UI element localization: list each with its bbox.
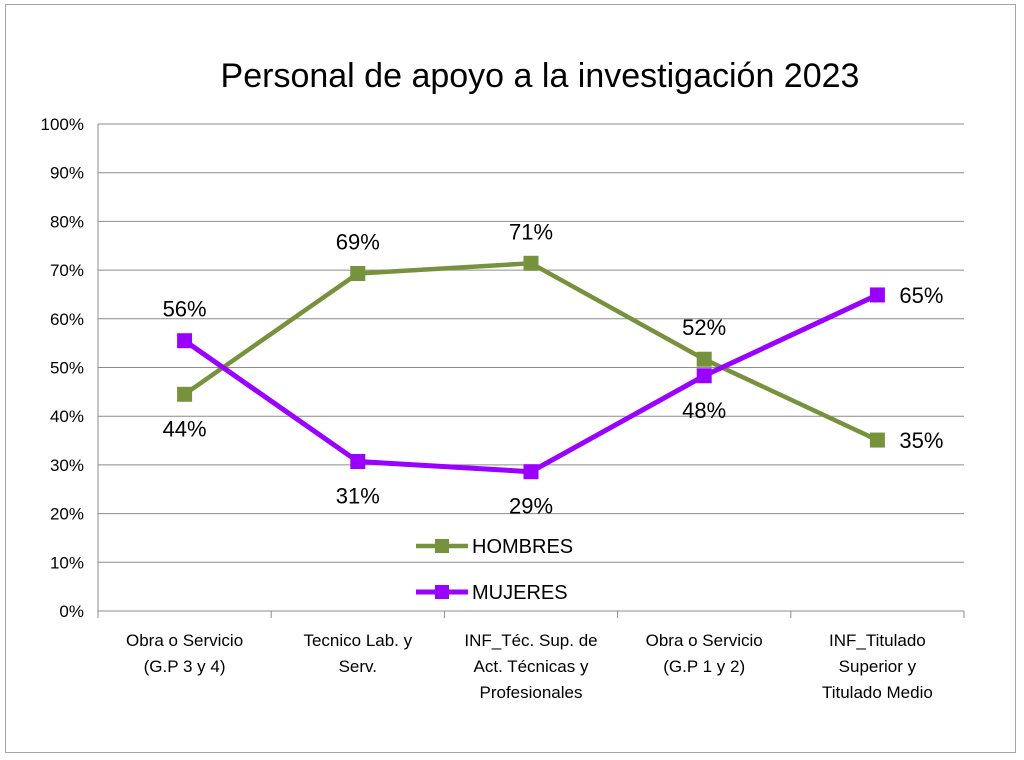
y-axis-ticks: 0% 10% 20% 30% 40% 50% 60% 70% 80% 90% 100% (41, 115, 84, 621)
mujeres-data-label: 48% (682, 398, 726, 423)
mujeres-point (177, 333, 193, 349)
hombres-legend-marker (435, 539, 449, 553)
y-tick-label: 0% (59, 602, 84, 621)
hombres-data-label: 44% (163, 416, 207, 441)
hombres-data-label: 35% (899, 428, 943, 453)
y-tick-label: 30% (50, 456, 84, 475)
y-tick-label: 60% (50, 310, 84, 329)
mujeres-point (523, 464, 539, 480)
hombres-point (177, 386, 193, 402)
y-tick-label: 90% (50, 164, 84, 183)
x-tick-label: INF_Titulado Superior y Titulado Medio (822, 631, 933, 702)
mujeres-data-label: 29% (509, 494, 553, 519)
gridlines (97, 123, 965, 618)
x-tick-label: Tecnico Lab. y Serv. (303, 631, 412, 676)
y-tick-label: 50% (50, 359, 84, 378)
y-tick-label: 10% (50, 553, 84, 572)
hombres-point (350, 266, 366, 282)
hombres-legend-label: HOMBRES (472, 536, 573, 558)
mujeres-point (696, 368, 712, 384)
mujeres-data-label: 31% (336, 483, 380, 508)
y-tick-label: 70% (50, 261, 84, 280)
chart-title: Personal de apoyo a la investigación 202… (221, 57, 860, 95)
x-tick-label: Obra o Servicio (G.P 3 y 4) (126, 631, 243, 676)
hombres-data-label: 52% (682, 315, 726, 340)
mujeres-legend-label: MUJERES (472, 582, 568, 604)
hombres-point (523, 255, 539, 271)
mujeres-point (869, 287, 885, 303)
y-tick-label: 20% (50, 505, 84, 524)
data-labels: 44% 69% 71% 52% 35% 56% 31% 29% 48% 65% (163, 219, 944, 518)
chart-frame (5, 4, 1016, 753)
mujeres-point (350, 453, 366, 469)
x-tick-label: INF_Téc. Sup. de Act. Técnicas y Profesion… (464, 631, 597, 702)
mujeres-data-label: 56% (163, 297, 207, 322)
mujeres-legend-marker (435, 585, 449, 599)
legend: HOMBRES MUJERES (416, 536, 573, 604)
hombres-data-label: 69% (336, 230, 380, 255)
hombres-point (869, 432, 885, 448)
x-axis-ticks: Obra o Servicio (G.P 3 y 4) Tecnico Lab. y… (126, 631, 933, 702)
mujeres-data-label: 65% (899, 283, 943, 308)
y-tick-label: 100% (41, 115, 84, 134)
series-layer (177, 255, 885, 480)
y-tick-label: 80% (50, 212, 84, 231)
y-tick-label: 40% (50, 407, 84, 426)
hombres-data-label: 71% (509, 219, 553, 244)
x-tick-label: Obra o Servicio (G.P 1 y 2) (646, 631, 763, 676)
hombres-point (696, 351, 712, 367)
